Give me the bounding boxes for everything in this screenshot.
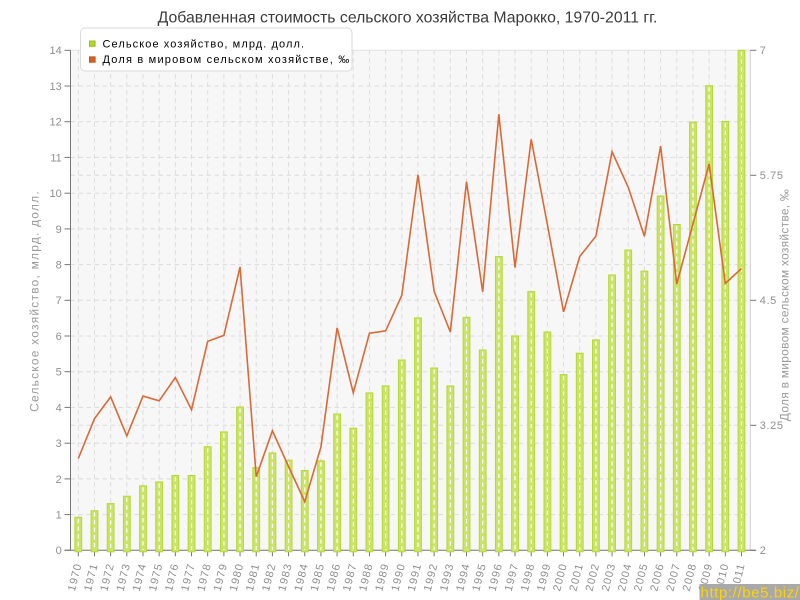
svg-text:3.25: 3.25 <box>760 420 784 432</box>
svg-text:12: 12 <box>50 117 62 129</box>
svg-text:14: 14 <box>50 45 62 57</box>
svg-text:3: 3 <box>56 438 62 450</box>
svg-text:9: 9 <box>56 224 62 236</box>
svg-text:13: 13 <box>50 81 62 93</box>
svg-text:Сельское хозяйство, млрд. долл: Сельское хозяйство, млрд. долл. <box>28 190 42 412</box>
svg-text:1: 1 <box>56 510 62 522</box>
svg-text:2: 2 <box>760 545 767 557</box>
svg-text:Добавленная стоимость сельског: Добавленная стоимость сельского хозяйств… <box>158 10 658 27</box>
svg-text:7: 7 <box>760 45 767 57</box>
svg-text:11: 11 <box>50 152 61 164</box>
svg-text:2: 2 <box>56 474 62 486</box>
svg-text:4: 4 <box>56 402 62 414</box>
svg-text:0: 0 <box>56 545 62 557</box>
svg-text:4.5: 4.5 <box>760 295 777 307</box>
svg-text:Доля в мировом сельском хозяйс: Доля в мировом сельском хозяйстве, ‰ <box>103 54 351 66</box>
svg-text:8: 8 <box>56 260 62 272</box>
svg-text:Доля в мировом сельском хозяйс: Доля в мировом сельском хозяйстве, ‰ <box>778 189 792 421</box>
svg-text:Сельское хозяйство, млрд. долл: Сельское хозяйство, млрд. долл. <box>103 38 306 50</box>
svg-text:10: 10 <box>50 188 62 200</box>
svg-text:5.75: 5.75 <box>760 170 784 182</box>
svg-text:6: 6 <box>56 331 62 343</box>
svg-text:7: 7 <box>56 295 62 307</box>
svg-text:5: 5 <box>56 367 62 379</box>
svg-text:http://be5.biz/: http://be5.biz/ <box>701 584 800 600</box>
